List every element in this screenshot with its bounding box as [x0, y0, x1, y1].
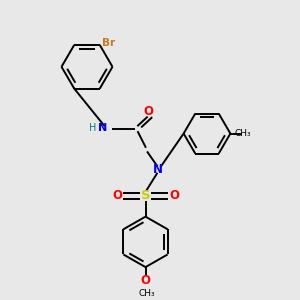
Text: O: O — [143, 105, 154, 118]
Text: O: O — [112, 189, 122, 203]
Text: H: H — [89, 123, 97, 133]
Text: N: N — [98, 123, 107, 133]
Text: O: O — [169, 189, 179, 203]
Text: O: O — [140, 274, 151, 286]
Text: Br: Br — [102, 38, 115, 48]
Text: N: N — [152, 163, 163, 176]
Text: CH₃: CH₃ — [139, 290, 155, 298]
Text: S: S — [141, 189, 150, 203]
Text: CH₃: CH₃ — [234, 129, 250, 138]
